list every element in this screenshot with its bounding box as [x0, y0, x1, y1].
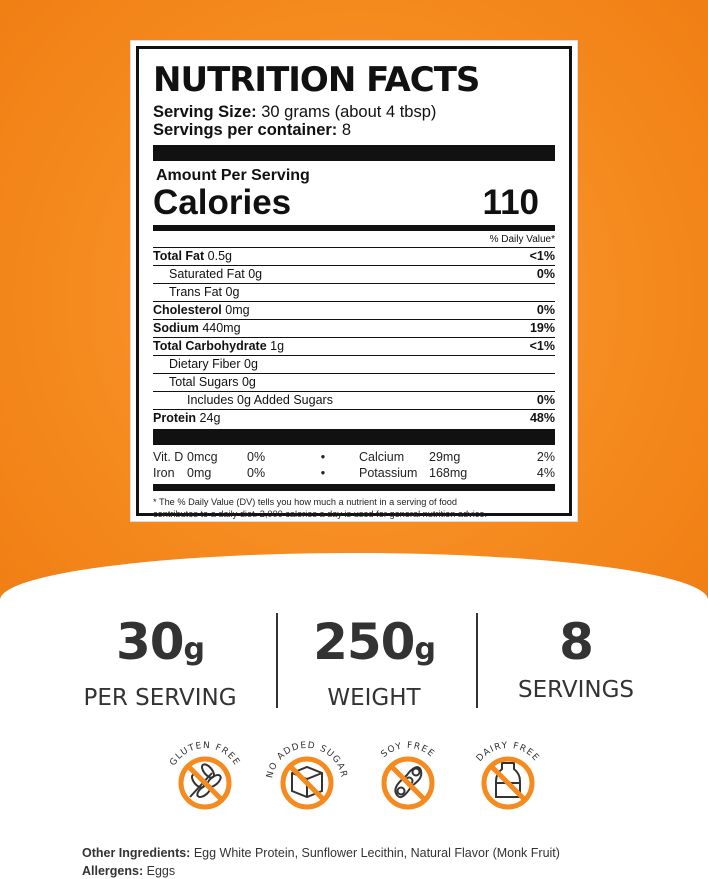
- nutrient-row: Trans Fat 0g: [153, 284, 555, 302]
- prohibition-icon: [381, 756, 435, 810]
- dairy-free-badge: DAIRY FREE: [475, 741, 540, 810]
- prohibition-icon: [178, 756, 232, 810]
- other-ingredients: Other Ingredients: Egg White Protein, Su…: [82, 846, 560, 860]
- servings-per-container: Servings per container: 8: [153, 121, 352, 139]
- stat-weight: 250g WEIGHT: [313, 613, 436, 711]
- stat-divider: [276, 613, 278, 708]
- amount-per-serving: Amount Per Serving: [156, 167, 310, 184]
- serving-size: Serving Size: 30 grams (about 4 tbsp): [153, 103, 437, 121]
- vitamin-row: Iron 0mg 0% • Potassium 168mg 4%: [153, 466, 555, 480]
- allergens: Allergens: Eggs: [82, 864, 176, 878]
- nutrient-row: Includes 0g Added Sugars 0%: [153, 392, 555, 410]
- footnote: * The % Daily Value (DV) tells you how m…: [153, 497, 488, 519]
- nutrient-row: Cholesterol 0mg 0%: [153, 302, 555, 320]
- divider-bar: [153, 225, 555, 231]
- nutrient-row: Total Carbohydrate 1g <1%: [153, 338, 555, 356]
- divider-bar: [153, 484, 555, 491]
- daily-value-header: % Daily Value*: [153, 231, 555, 248]
- prohibition-icon: [481, 756, 535, 810]
- stat-divider: [476, 613, 478, 708]
- nutrient-row: Protein 24g 48%: [153, 411, 555, 425]
- nutrient-row: Total Sugars 0g: [153, 374, 555, 392]
- no-added-sugar-badge: NO ADDED SUGAR: [265, 741, 348, 810]
- nutrient-row: Total Fat 0.5g <1%: [153, 248, 555, 266]
- nutrient-row: Sodium 440mg 19%: [153, 320, 555, 338]
- stat-per-serving: 30g PER SERVING: [83, 613, 237, 711]
- label-title: NUTRITION FACTS: [153, 60, 480, 100]
- soy-free-badge: SOY FREE: [379, 741, 435, 810]
- prohibition-icon: [280, 756, 334, 810]
- stat-servings: 8 SERVINGS: [518, 613, 634, 703]
- divider-bar: [153, 145, 555, 161]
- nutrient-row: Dietary Fiber 0g: [153, 356, 555, 374]
- divider-bar: [153, 429, 555, 445]
- calories-row: Calories 110: [153, 183, 539, 222]
- nutrient-row: Saturated Fat 0g 0%: [153, 266, 555, 284]
- gluten-free-badge: GLUTEN FREE: [168, 741, 240, 810]
- vitamin-row: Vit. D 0mcg 0% • Calcium 29mg 2%: [153, 450, 555, 464]
- nutrition-facts-label: NUTRITION FACTS Serving Size: 30 grams (…: [130, 40, 578, 522]
